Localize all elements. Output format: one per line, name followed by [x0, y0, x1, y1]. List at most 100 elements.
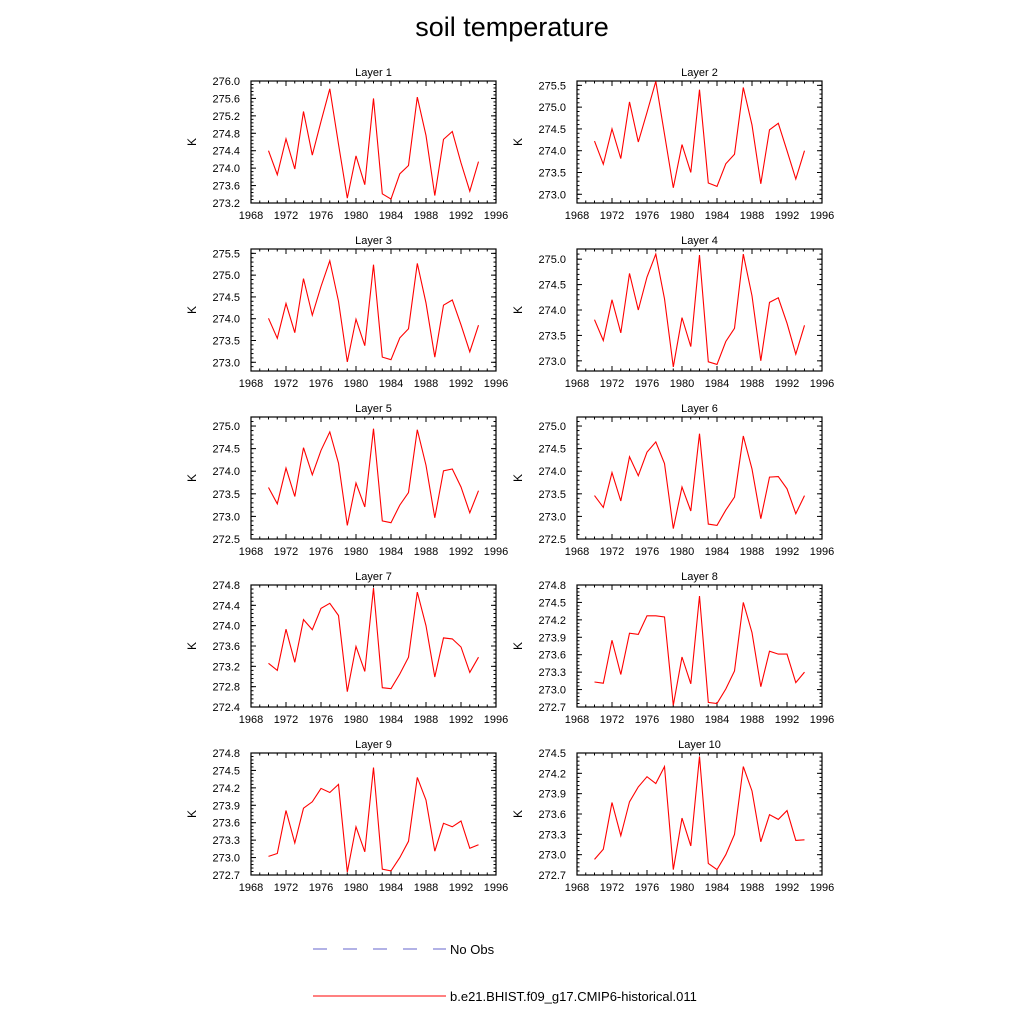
x-tick-label: 1984 — [705, 882, 729, 894]
y-tick-label: 272.7 — [538, 870, 566, 882]
y-tick-label: 274.5 — [538, 124, 566, 136]
x-tick-label: 1980 — [344, 378, 368, 390]
y-axis-label: K — [511, 474, 525, 482]
y-tick-label: 272.7 — [538, 702, 566, 714]
x-tick-label: 1988 — [414, 882, 438, 894]
x-tick-label: 1968 — [565, 714, 589, 726]
series-line — [594, 756, 805, 871]
panel-6: Layer 6 K 1968 1972 1976 1980 1984 1988 1992 1996… — [511, 403, 834, 558]
x-tick-label: 1992 — [449, 210, 473, 222]
y-tick-label: 273.0 — [212, 853, 240, 865]
series-line — [593, 252, 806, 367]
y-tick-label: 274.8 — [212, 748, 240, 760]
x-tick-label: 1980 — [670, 378, 694, 390]
y-tick-label: 275.0 — [538, 421, 566, 433]
x-tick-label: 1972 — [600, 882, 624, 894]
y-tick-label: 272.4 — [212, 702, 240, 714]
x-tick-label: 1988 — [740, 546, 764, 558]
series-line — [267, 258, 480, 363]
series-line — [267, 88, 480, 200]
x-tick-label: 1988 — [414, 714, 438, 726]
panel-title: Layer 5 — [355, 403, 392, 415]
y-axis-label: K — [185, 642, 199, 650]
panel-9: Layer 9 K 1968 1972 1976 1980 1984 1988 1992 1996… — [185, 739, 508, 894]
series-line — [268, 767, 479, 873]
x-tick-label: 1992 — [775, 714, 799, 726]
y-tick-label: 273.9 — [212, 800, 240, 812]
x-tick-label: 1984 — [705, 378, 729, 390]
x-tick-label: 1976 — [635, 210, 659, 222]
y-tick-label: 275.0 — [538, 102, 566, 114]
y-tick-label: 274.2 — [538, 768, 566, 780]
x-tick-label: 1968 — [565, 378, 589, 390]
y-tick-label: 273.5 — [212, 336, 240, 348]
panel-2: Layer 2 K 1968 1972 1976 1980 1984 1988 1992 1996… — [511, 67, 834, 222]
panel-title: Layer 1 — [355, 67, 392, 79]
x-tick-label: 1984 — [379, 378, 403, 390]
y-tick-label: 274.4 — [212, 600, 240, 612]
y-tick-label: 274.5 — [538, 444, 566, 456]
x-tick-label: 1996 — [484, 210, 508, 222]
x-tick-label: 1996 — [484, 882, 508, 894]
x-tick-label: 1996 — [810, 714, 834, 726]
x-tick-label: 1996 — [484, 714, 508, 726]
x-tick-label: 1980 — [670, 210, 694, 222]
y-tick-label: 274.5 — [538, 280, 566, 292]
x-tick-label: 1988 — [740, 210, 764, 222]
series-line — [268, 588, 479, 692]
y-tick-label: 273.0 — [212, 357, 240, 369]
x-tick-label: 1980 — [344, 882, 368, 894]
y-tick-label: 273.0 — [538, 850, 566, 862]
y-tick-label: 273.5 — [538, 168, 566, 180]
x-tick-label: 1976 — [309, 378, 333, 390]
y-tick-label: 273.6 — [212, 641, 240, 653]
x-tick-label: 1984 — [379, 546, 403, 558]
y-axis-label: K — [511, 306, 525, 314]
x-tick-label: 1996 — [484, 546, 508, 558]
y-tick-label: 274.0 — [212, 466, 240, 478]
x-tick-label: 1996 — [810, 882, 834, 894]
panel-title: Layer 6 — [681, 403, 718, 415]
x-tick-label: 1972 — [600, 210, 624, 222]
panel-4: Layer 4 K 1968 1972 1976 1980 1984 1988 1992 1996… — [511, 235, 834, 390]
x-tick-label: 1972 — [600, 378, 624, 390]
x-tick-label: 1976 — [635, 714, 659, 726]
panel-title: Layer 2 — [681, 67, 718, 79]
y-tick-label: 273.3 — [538, 829, 566, 841]
y-tick-label: 273.9 — [538, 789, 566, 801]
series-line — [594, 595, 805, 706]
y-tick-label: 273.0 — [538, 511, 566, 523]
y-tick-label: 273.6 — [538, 650, 566, 662]
y-tick-label: 272.5 — [538, 534, 566, 546]
y-tick-label: 273.9 — [538, 632, 566, 644]
y-tick-label: 274.8 — [212, 580, 240, 592]
y-axis-label: K — [185, 810, 199, 818]
y-axis-label: K — [511, 642, 525, 650]
x-tick-label: 1980 — [670, 882, 694, 894]
x-tick-label: 1984 — [705, 210, 729, 222]
x-tick-label: 1972 — [274, 378, 298, 390]
y-tick-label: 275.0 — [212, 421, 240, 433]
x-tick-label: 1972 — [600, 546, 624, 558]
x-tick-label: 1988 — [414, 210, 438, 222]
x-tick-label: 1976 — [309, 210, 333, 222]
x-tick-label: 1992 — [449, 714, 473, 726]
x-tick-label: 1992 — [775, 378, 799, 390]
y-tick-label: 275.0 — [538, 254, 566, 266]
panel-title: Layer 3 — [355, 235, 392, 247]
x-tick-label: 1976 — [635, 882, 659, 894]
y-tick-label: 273.2 — [212, 198, 240, 210]
x-tick-label: 1968 — [239, 882, 263, 894]
y-tick-label: 273.2 — [212, 661, 240, 673]
x-tick-label: 1984 — [379, 210, 403, 222]
x-tick-label: 1972 — [274, 882, 298, 894]
y-tick-label: 272.8 — [212, 682, 240, 694]
y-tick-label: 274.5 — [212, 765, 240, 777]
y-tick-label: 274.0 — [212, 163, 240, 175]
y-tick-label: 274.0 — [538, 466, 566, 478]
y-tick-label: 273.6 — [538, 809, 566, 821]
y-tick-label: 273.5 — [212, 489, 240, 501]
x-tick-label: 1976 — [309, 714, 333, 726]
x-tick-label: 1992 — [775, 210, 799, 222]
